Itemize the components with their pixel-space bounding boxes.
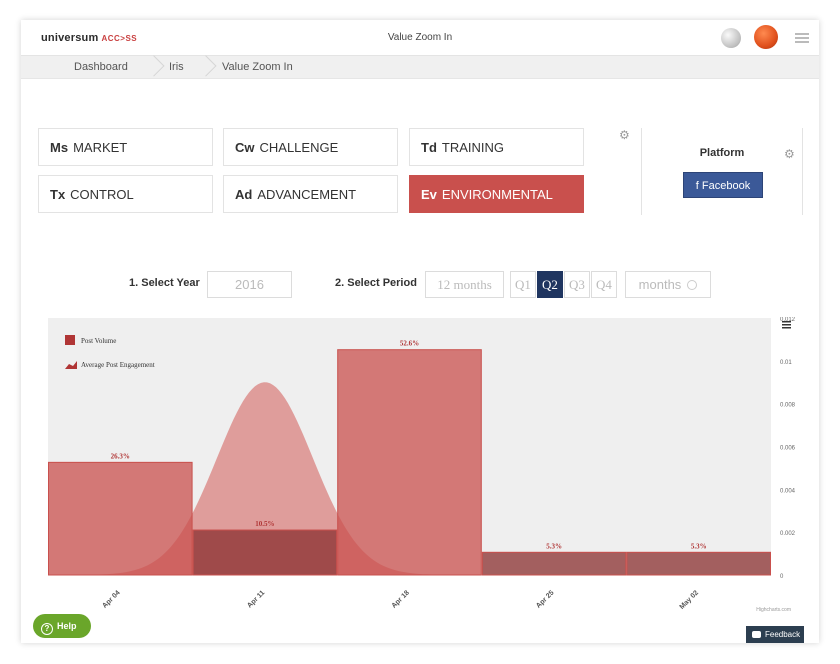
y2-tick-label: 0.006 [780, 446, 796, 452]
feedback-button[interactable]: Feedback [746, 626, 804, 643]
category-abbr: Cw [235, 140, 255, 155]
period-label: 2. Select Period [335, 277, 417, 289]
category-settings-gear-icon[interactable]: ⚙ [619, 128, 630, 142]
category-label: MARKET [73, 140, 128, 155]
category-abbr: Ms [50, 140, 69, 155]
chart-menu-icon [782, 324, 791, 326]
help-label: Help [57, 621, 77, 631]
bar-apr-04 [48, 461, 193, 576]
category-label: CONTROL [70, 187, 134, 202]
help-button[interactable]: ? Help [33, 614, 91, 638]
breadcrumb: Dashboard Iris Value Zoom In [21, 56, 819, 79]
x-tick-label: Apr 04 [101, 589, 121, 609]
logo-accent: ACC>SS [101, 34, 138, 43]
quarter-q4-button[interactable]: Q4 [591, 271, 617, 298]
breadcrumb-current: Value Zoom In [222, 61, 293, 73]
chart-credit: Highcharts.com [756, 607, 791, 613]
page-title: Value Zoom In [387, 32, 453, 43]
chart-svg: 26.3% 10.5% 52.6% 5.3% 5.3% Apr 04 Apr 11 Apr 1… [48, 317, 796, 613]
facebook-button[interactable]: f Facebook [683, 172, 763, 198]
bar-apr-25 [481, 551, 627, 576]
user-avatar[interactable] [754, 25, 778, 49]
chart-menu-icon [782, 321, 791, 323]
avatar[interactable] [721, 28, 741, 48]
x-tick-label: Apr 25 [535, 589, 555, 609]
logo[interactable]: universum ACC>SS [41, 32, 137, 44]
category-abbr: Ev [421, 187, 437, 202]
months-dropdown-value: months [638, 277, 682, 292]
category-market[interactable]: Ms MARKET [38, 128, 213, 166]
quarter-q3-button[interactable]: Q3 [564, 271, 590, 298]
legend-engagement: Average Post Engagement [81, 361, 155, 369]
breadcrumb-separator [145, 56, 155, 79]
y2-tick-label: 0.008 [780, 403, 796, 409]
year-input[interactable]: 2016 [207, 271, 292, 298]
x-tick-label: Apr 18 [391, 589, 411, 609]
chart: 26.3% 10.5% 52.6% 5.3% 5.3% Apr 04 Apr 11 Apr 1… [48, 317, 797, 617]
breadcrumb-dashboard[interactable]: Dashboard [74, 61, 128, 73]
legend-engagement-icon [65, 361, 77, 369]
category-control[interactable]: Tx CONTROL [38, 175, 213, 213]
top-bar: universum ACC>SS Value Zoom In [21, 20, 819, 56]
legend-post-volume-icon [65, 335, 75, 345]
category-label: ADVANCEMENT [257, 187, 357, 202]
y2-tick-label: 0.01 [780, 360, 792, 366]
y2-tick-label: 0.004 [780, 488, 796, 494]
year-label: 1. Select Year [129, 277, 200, 289]
category-environmental[interactable]: Ev ENVIRONMENTAL [409, 175, 584, 213]
bar-data-label: 10.5% [255, 520, 274, 528]
platform-panel: Platform ⚙ f Facebook [641, 128, 803, 215]
logo-main: universum [41, 32, 99, 44]
legend-post-volume: Post Volume [81, 337, 116, 345]
feedback-icon [752, 631, 761, 638]
y2-tick-label: 0 [780, 574, 784, 580]
category-abbr: Tx [50, 187, 66, 202]
period-12-months-button[interactable]: 12 months [425, 271, 504, 298]
category-label: ENVIRONMENTAL [441, 187, 553, 202]
category-challenge[interactable]: Cw CHALLENGE [223, 128, 398, 166]
y2-tick-label: 0.012 [780, 317, 796, 323]
help-icon: ? [41, 623, 53, 635]
hamburger-menu-icon[interactable] [795, 33, 809, 43]
app-window: universum ACC>SS Value Zoom In Dashboard … [21, 20, 819, 643]
quarter-q2-button[interactable]: Q2 [537, 271, 563, 298]
bar-data-label: 5.3% [546, 542, 562, 550]
bar-data-label: 52.6% [400, 340, 419, 348]
category-abbr: Ad [235, 187, 253, 202]
category-label: TRAINING [441, 140, 505, 155]
platform-settings-gear-icon[interactable]: ⚙ [784, 147, 795, 161]
bar-apr-11 [192, 529, 338, 576]
chart-menu-icon [782, 327, 791, 329]
breadcrumb-separator [197, 56, 207, 79]
bar-apr-18 [337, 349, 482, 576]
bar-may-02 [626, 551, 772, 576]
category-abbr: Td [421, 140, 437, 155]
months-dropdown[interactable]: months [625, 271, 711, 298]
feedback-label: Feedback [765, 630, 801, 639]
x-tick-label: May 02 [679, 589, 701, 611]
quarter-q1-button[interactable]: Q1 [510, 271, 536, 298]
breadcrumb-iris[interactable]: Iris [169, 61, 184, 73]
category-training[interactable]: Td TRAINING [409, 128, 584, 166]
platform-label: Platform [699, 147, 745, 159]
y2-tick-label: 0.002 [780, 531, 796, 537]
bar-data-label: 26.3% [111, 452, 130, 460]
dropdown-icon [687, 280, 698, 290]
engagement-area [48, 382, 482, 575]
x-tick-label: Apr 11 [246, 589, 266, 609]
category-label: CHALLENGE [259, 140, 339, 155]
bar-data-label: 5.3% [691, 542, 707, 550]
category-advancement[interactable]: Ad ADVANCEMENT [223, 175, 398, 213]
